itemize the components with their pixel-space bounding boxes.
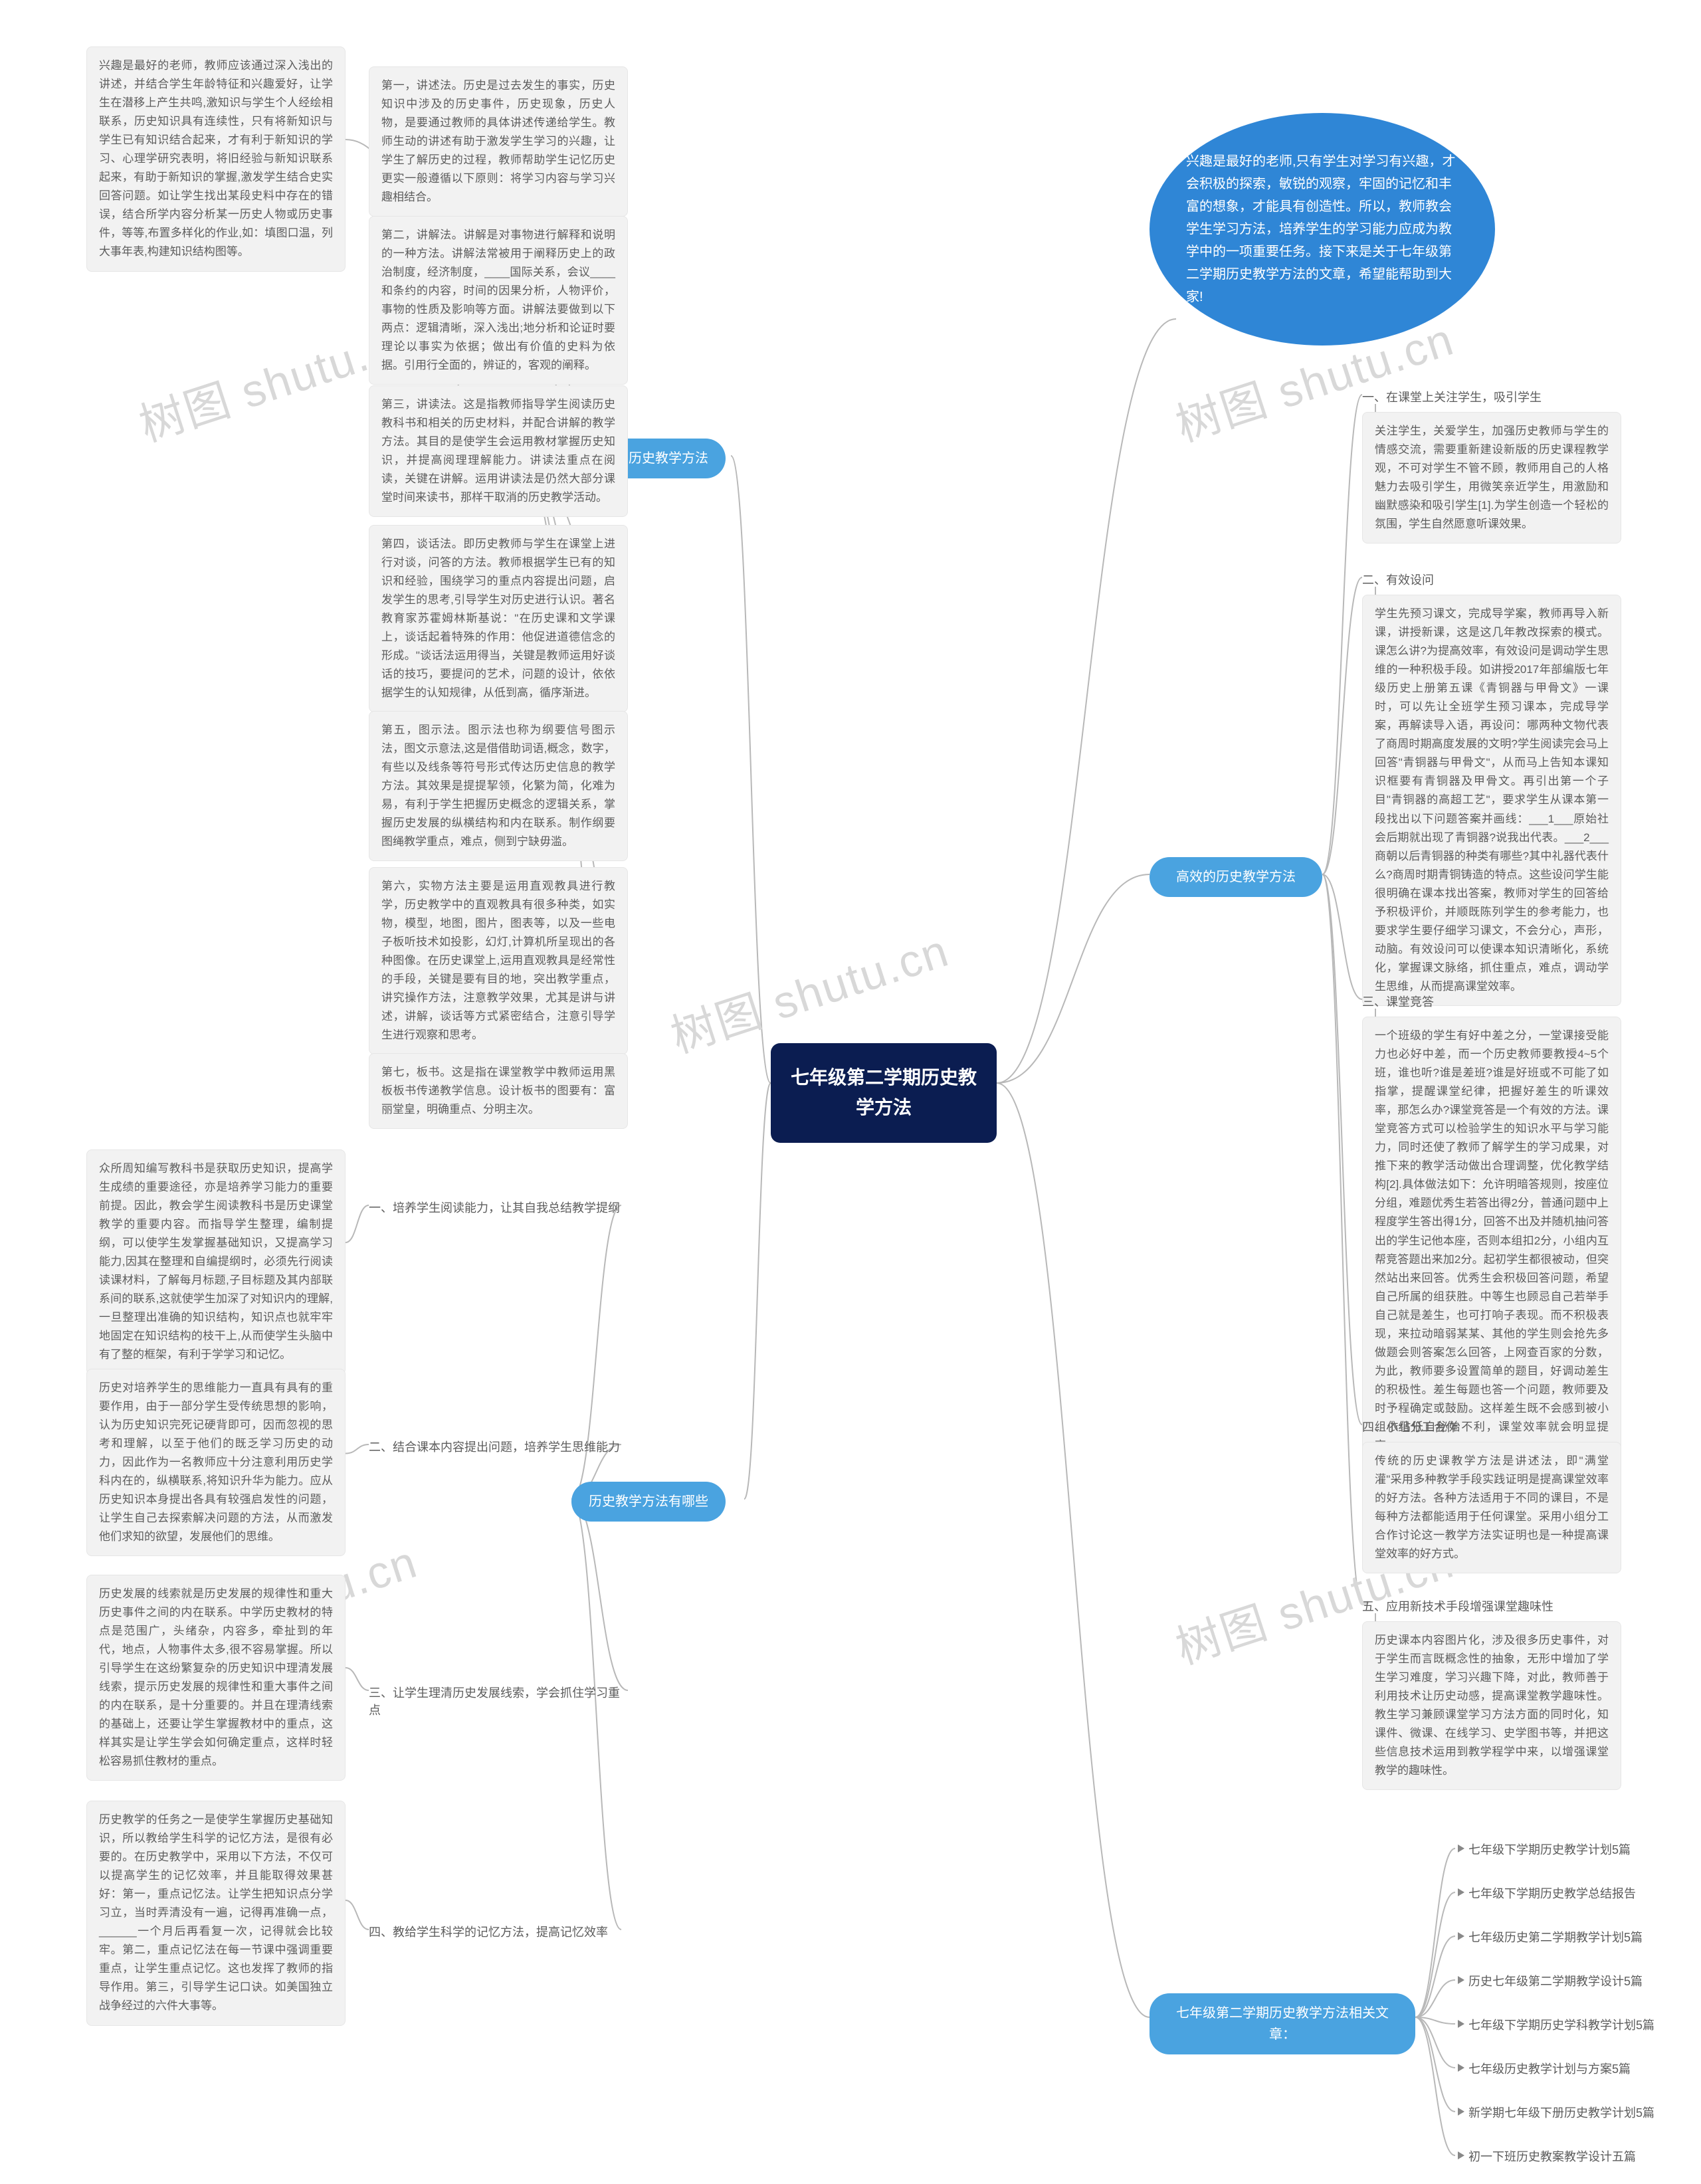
sub-label: 三、课堂竞答 xyxy=(1362,990,1495,1013)
root-node: 七年级第二学期历史教学方法 xyxy=(771,1043,997,1143)
leaf-node: 兴趣是最好的老师，教师应该通过深入浅出的讲述，并结合学生年龄特征和兴趣爱好，让学… xyxy=(86,47,346,272)
article-link[interactable]: 历史七年级第二学期教学设计5篇 xyxy=(1468,1972,1643,1989)
article-link[interactable]: 七年级下学期历史教学总结报告 xyxy=(1468,1884,1636,1902)
article-link[interactable]: 七年级历史教学计划与方案5篇 xyxy=(1468,2060,1631,2077)
sub-label: 三、让学生理清历史发展线索，学会抓住学习重点 xyxy=(369,1681,628,1721)
intro-node: 兴趣是最好的老师,只有学生对学习有兴趣，才会积极的探索，敏锐的观察，牢固的记忆和… xyxy=(1150,113,1495,346)
sub-label: 一、在课堂上关注学生，吸引学生 xyxy=(1362,385,1588,408)
leaf-node: 第五，图示法。图示法也称为纲要信号图示法，图文示意法,这是借借助词语,概念，数字… xyxy=(369,711,628,861)
sub-label: 二、有效设问 xyxy=(1362,568,1495,591)
branch-node: 历史教学方法有哪些 xyxy=(571,1482,726,1522)
root-label: 七年级第二学期历史教学方法 xyxy=(791,1067,977,1118)
branch-node: 高效的历史教学方法 xyxy=(1150,857,1322,897)
leaf-node: 第七，板书。这是指在课堂教学中教师运用黑板板书传递教学信息。设计板书的图要有：富… xyxy=(369,1053,628,1129)
sub-label: 二、结合课本内容提出问题，培养学生思维能力 xyxy=(369,1435,621,1458)
sub-label: 四、小组分工合作 xyxy=(1362,1415,1522,1438)
article-link[interactable]: 七年级历史第二学期教学计划5篇 xyxy=(1468,1928,1643,1945)
leaf-node: 第四，谈话法。即历史教师与学生在课堂上进行对谈，问答的方法。教师根据学生已有的知… xyxy=(369,525,628,712)
leaf-node: 第六，实物方法主要是运用直观教具进行教学，历史教学中的直观教具有很多种类，如实物… xyxy=(369,867,628,1054)
leaf-node: 学生先预习课文，完成导学案，教师再导入新课，讲授新课，这是这几年教改探索的模式。… xyxy=(1362,595,1621,1006)
leaf-node: 历史教学的任务之一是使学生掌握历史基础知识，所以教给学生科学的记忆方法，是很有必… xyxy=(86,1801,346,2026)
leaf-node: 历史课本内容图片化，涉及很多历史事件，对于学生而言既概念性的抽象，无形中增加了学… xyxy=(1362,1621,1621,1790)
branch-node: 七年级第二学期历史教学方法相关文章： xyxy=(1150,1993,1415,2054)
article-link[interactable]: 新学期七年级下册历史教学计划5篇 xyxy=(1468,2104,1654,2121)
leaf-node: 历史发展的线索就是历史发展的规律性和重大历史事件之间的内在联系。中学历史教材的特… xyxy=(86,1575,346,1781)
leaf-node: 历史对培养学生的思维能力一直具有具有的重要作用，由于一部分学生受传统思想的影响，… xyxy=(86,1369,346,1556)
article-link[interactable]: 七年级下学期历史教学计划5篇 xyxy=(1468,1840,1631,1858)
leaf-node: 第二，讲解法。讲解是对事物进行解释和说明的一种方法。讲解法常被用于阐释历史上的政… xyxy=(369,216,628,385)
sub-label: 五、应用新技术手段增强课堂趣味性 xyxy=(1362,1595,1601,1617)
leaf-node: 关注学生，关爱学生，加强历史教师与学生的情感交流，需要重新建设新版的历史课程教学… xyxy=(1362,412,1621,544)
leaf-node: 第三，讲读法。这是指教师指导学生阅读历史教科书和相关的历史材料，并配合讲解的教学… xyxy=(369,385,628,517)
leaf-node: 一个班级的学生有好中差之分，一堂课接受能力也必好中差，而一个历史教师要教授4~5… xyxy=(1362,1017,1621,1465)
leaf-node: 众所周知编写教科书是获取历史知识，提高学生成绩的重要途径，亦是培养学习能力的重要… xyxy=(86,1149,346,1375)
sub-label: 一、培养学生阅读能力，让其自我总结教学提纲 xyxy=(369,1196,621,1219)
article-link[interactable]: 初一下班历史教案教学设计五篇 xyxy=(1468,2147,1636,2165)
leaf-node: 传统的历史课教学方法是讲述法，即"满堂灌"采用多种教学手段实践证明是提高课堂效率… xyxy=(1362,1442,1621,1573)
article-link[interactable]: 七年级下学期历史学科教学计划5篇 xyxy=(1468,2016,1654,2033)
leaf-node: 第一，讲述法。历史是过去发生的事实，历史知识中涉及的历史事件，历史现象，历史人物… xyxy=(369,66,628,217)
sub-label: 四、教给学生科学的记忆方法，提高记忆效率 xyxy=(369,1920,621,1943)
intro-text: 兴趣是最好的老师,只有学生对学习有兴趣，才会积极的探索，敏锐的观察，牢固的记忆和… xyxy=(1186,150,1458,308)
